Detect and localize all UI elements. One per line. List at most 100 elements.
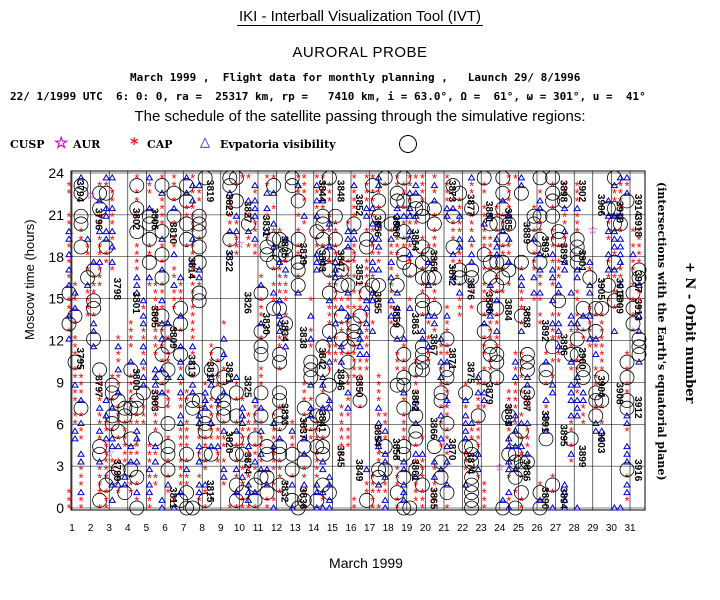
region-circle-marker xyxy=(619,462,635,478)
x-tick-label: 4 xyxy=(125,523,131,534)
orbit-number-label: 3874 xyxy=(465,452,476,475)
cap-marker: * xyxy=(537,278,542,293)
cap-marker: * xyxy=(376,386,381,401)
evpatoria-marker xyxy=(554,327,563,334)
cap-marker: * xyxy=(525,424,530,439)
cap-marker: * xyxy=(444,409,449,424)
cap-marker: * xyxy=(290,417,295,432)
orbit-number-label: 3796 xyxy=(93,208,104,231)
region-circle-marker xyxy=(86,262,101,278)
cap-marker: * xyxy=(209,424,214,439)
cap-marker: * xyxy=(339,255,344,270)
region-circle-marker xyxy=(92,362,107,378)
cap-marker: * xyxy=(153,401,158,416)
cap-marker: * xyxy=(178,455,183,470)
evpatoria-marker xyxy=(548,250,557,258)
cap-marker: * xyxy=(432,255,437,270)
orbit-number-label: 3825 xyxy=(241,375,252,398)
evpatoria-triangle-icon: △ xyxy=(200,135,210,150)
evpatoria-marker xyxy=(102,396,111,404)
cap-marker: * xyxy=(469,463,474,478)
cap-marker: * xyxy=(357,378,362,393)
evpatoria-marker xyxy=(312,250,321,258)
cap-marker: * xyxy=(283,332,288,347)
cap-marker: * xyxy=(277,463,282,478)
evpatoria-marker xyxy=(356,327,364,334)
cap-marker: * xyxy=(420,194,425,209)
region-circle-marker xyxy=(173,300,189,316)
region-circle-marker xyxy=(482,216,498,232)
region-circle-marker xyxy=(73,239,89,255)
cap-marker: * xyxy=(351,340,356,355)
cap-marker: * xyxy=(550,355,555,370)
cap-marker: * xyxy=(500,263,505,278)
cap-marker: * xyxy=(476,401,481,416)
region-circle-marker xyxy=(625,300,641,316)
evpatoria-marker xyxy=(108,243,117,250)
region-circle-marker xyxy=(296,454,312,470)
region-circle-marker xyxy=(259,439,275,454)
cap-marker: * xyxy=(190,278,195,293)
cap-marker: * xyxy=(308,394,313,409)
cap-marker: * xyxy=(550,255,555,270)
cap-marker: * xyxy=(296,171,301,186)
evpatoria-marker xyxy=(554,289,563,296)
cap-marker: * xyxy=(153,424,158,439)
cap-marker: * xyxy=(506,240,511,255)
evpatoria-marker xyxy=(523,419,532,427)
cap-marker: * xyxy=(184,202,189,217)
cap-marker: * xyxy=(141,324,146,339)
cap-marker: * xyxy=(401,409,406,424)
evpatoria-marker xyxy=(511,411,520,419)
orbit-number-label: 3856 xyxy=(372,215,383,238)
cap-marker: * xyxy=(587,340,592,355)
region-circle-marker xyxy=(489,254,505,270)
region-circle-marker xyxy=(420,247,436,263)
cap-marker: * xyxy=(351,309,356,324)
cap-marker: * xyxy=(525,401,530,416)
region-circle-marker xyxy=(514,485,529,501)
cap-marker: * xyxy=(606,271,611,286)
cap-marker: * xyxy=(320,179,325,194)
cap-marker: * xyxy=(209,409,214,424)
region-circle-marker xyxy=(371,193,387,209)
cap-marker: * xyxy=(618,225,623,240)
evpatoria-marker xyxy=(158,335,166,342)
evpatoria-marker xyxy=(474,450,483,457)
evpatoria-marker xyxy=(548,319,557,327)
cap-marker: * xyxy=(494,332,499,347)
cap-marker: * xyxy=(537,225,542,240)
cap-marker: * xyxy=(469,240,474,255)
evpatoria-marker xyxy=(443,358,451,365)
evpatoria-marker xyxy=(232,212,241,219)
evpatoria-marker xyxy=(418,450,427,457)
region-circle-marker xyxy=(396,370,412,385)
region-circle-marker xyxy=(495,270,511,286)
cap-marker: * xyxy=(593,378,598,393)
cap-marker: * xyxy=(482,232,487,247)
cap-marker: * xyxy=(345,347,350,362)
region-circle-marker xyxy=(408,462,424,478)
cap-marker: * xyxy=(351,171,356,186)
region-circle-marker xyxy=(296,400,312,416)
cap-marker: * xyxy=(246,240,251,255)
evpatoria-marker xyxy=(207,419,216,427)
region-circle-marker xyxy=(266,178,282,193)
region-circle-marker xyxy=(464,439,480,454)
cap-marker: * xyxy=(432,294,437,309)
region-circle-marker xyxy=(569,347,585,362)
evpatoria-marker xyxy=(318,504,327,511)
region-circle-marker xyxy=(203,446,219,462)
orbit-number-label: 3838 xyxy=(297,327,308,350)
cap-marker: * xyxy=(246,424,251,439)
cap-marker: * xyxy=(457,255,462,270)
cap-marker: * xyxy=(333,240,338,255)
evpatoria-marker xyxy=(65,281,73,288)
cap-marker: * xyxy=(488,324,493,339)
evpatoria-marker xyxy=(623,442,631,450)
evpatoria-marker xyxy=(108,258,117,265)
evpatoria-marker xyxy=(437,358,445,365)
cap-marker: * xyxy=(587,263,592,278)
region-circle-marker xyxy=(191,285,207,301)
region-circle-marker xyxy=(402,262,418,278)
